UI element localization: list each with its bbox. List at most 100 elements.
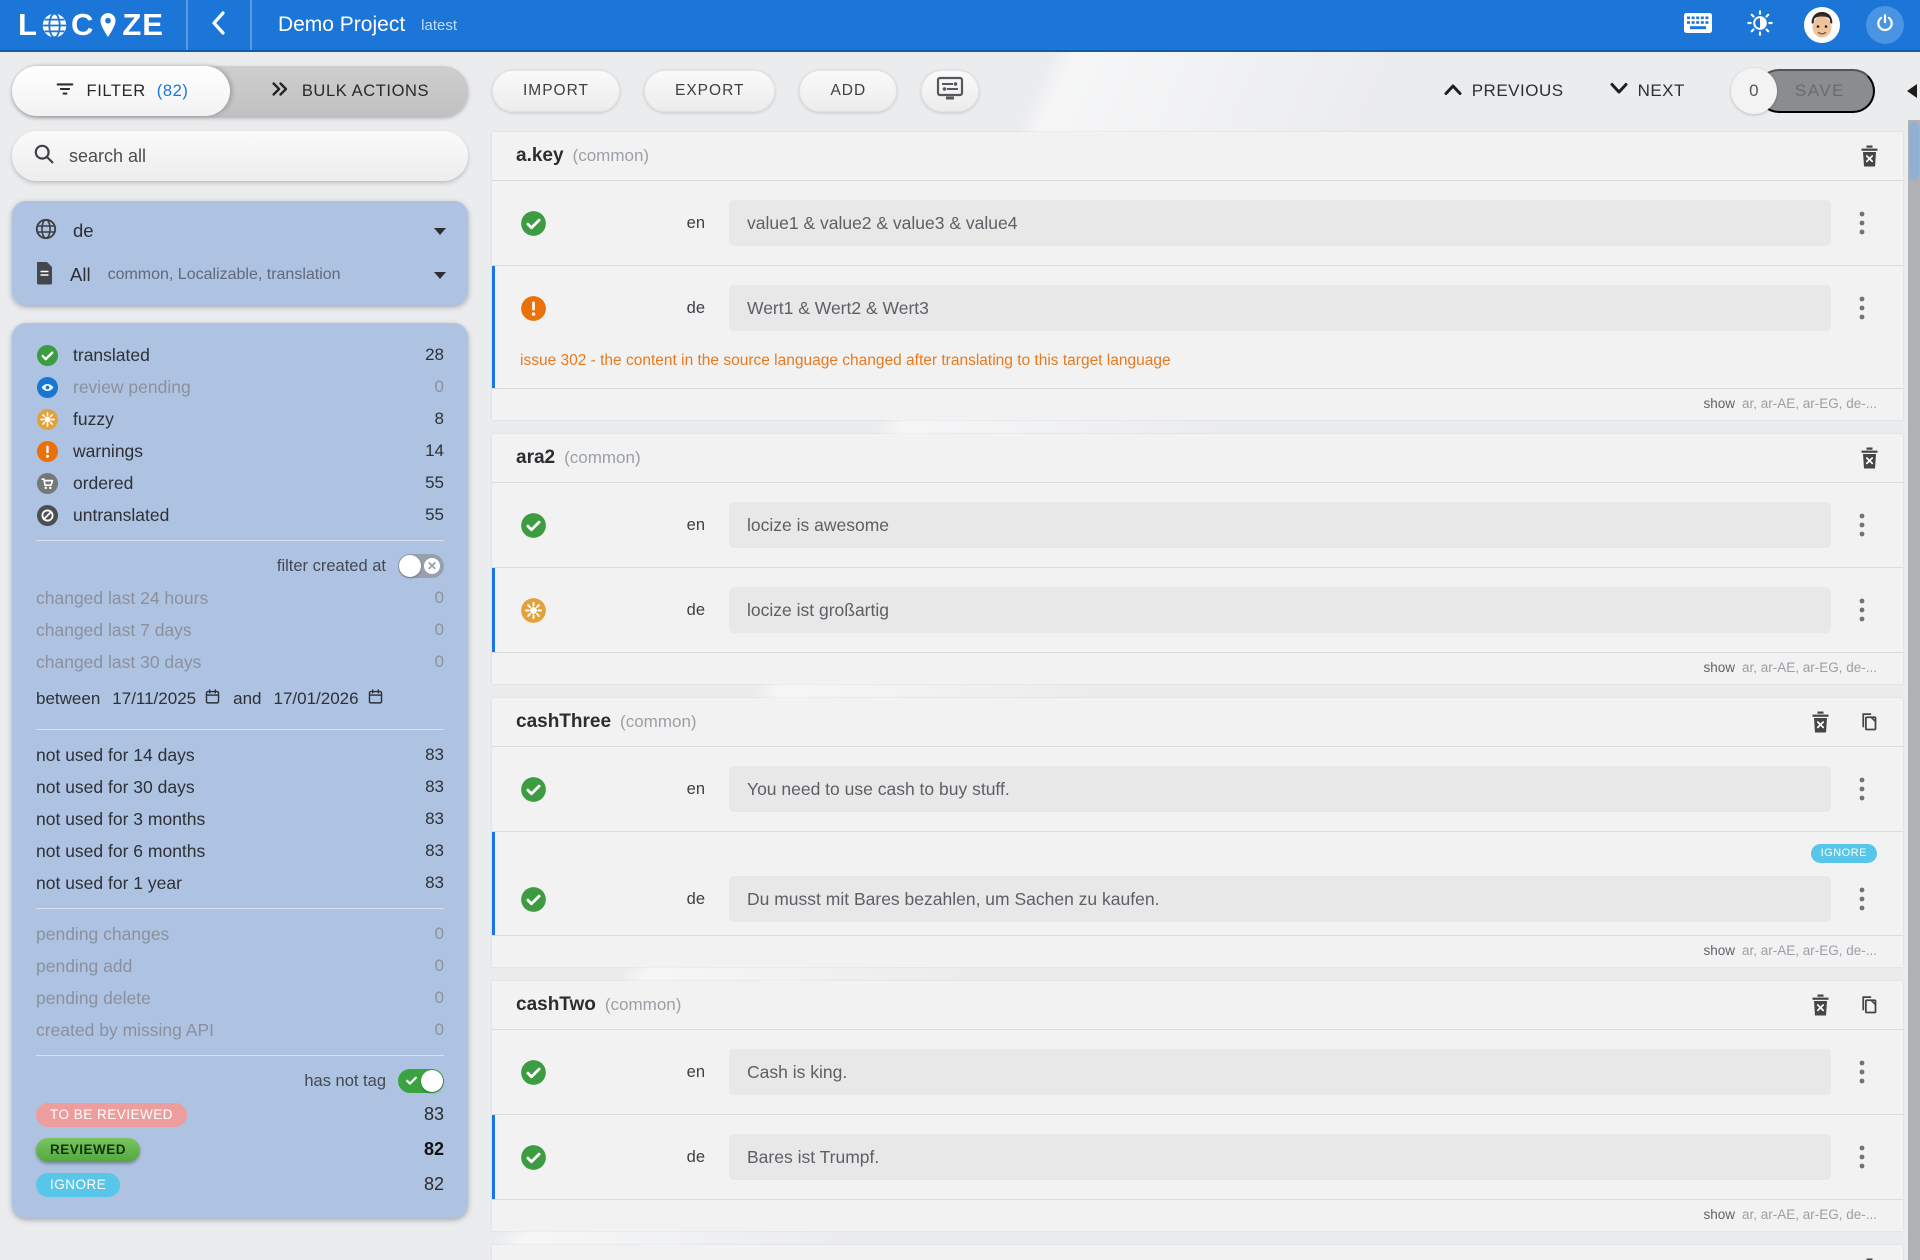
language-selector[interactable]: de [12,209,468,253]
namespace-selector[interactable]: All common, Localizable, translation [12,253,468,297]
delete-key-icon[interactable] [1811,711,1830,733]
ignore-tag[interactable]: IGNORE [1810,844,1877,863]
tag-reviewed-row: REVIEWED 82 [12,1132,468,1167]
filter-created-missing-api[interactable]: created by missing API 0 [12,1014,468,1046]
row-menu-button[interactable] [1841,876,1883,922]
project-version[interactable]: latest [421,16,458,34]
row-menu-button[interactable] [1841,1134,1883,1180]
filter-created-at-toggle[interactable]: ✕ [398,554,444,578]
translation-value-input[interactable]: locize is awesome [729,502,1831,548]
filter-count: 0 [434,1020,444,1039]
previous-button[interactable]: PREVIOUS [1444,81,1564,101]
next-button[interactable]: NEXT [1610,81,1685,101]
show-label[interactable]: show [1703,1207,1735,1222]
locize-logo[interactable]: L C ZE [0,0,186,50]
show-languages-list[interactable]: ar, ar-AE, ar-EG, de-... [1741,396,1877,411]
fuzzy-icon [36,408,59,431]
filter-translated[interactable]: translated 28 [12,339,468,371]
copy-key-icon[interactable] [1858,994,1879,1016]
filter-bulk-capsule: FILTER (82) BULK ACTIONS [12,66,468,116]
collapse-panel-arrow[interactable] [1907,84,1917,98]
delete-key-icon[interactable] [1811,994,1830,1016]
scrollbar-thumb[interactable] [1909,122,1919,180]
filter-count: 83 [425,777,444,796]
has-not-tag-toggle[interactable] [398,1069,444,1093]
date-to-field[interactable]: 17/01/2026 [273,688,383,710]
row-menu-button[interactable] [1841,766,1883,812]
row-menu-button[interactable] [1841,285,1883,331]
keyboard-icon [1683,12,1713,39]
filter-warnings[interactable]: warnings 14 [12,435,468,467]
tag-ignore[interactable]: IGNORE [36,1172,121,1197]
editor-settings-button[interactable] [921,70,980,112]
filter-not-used-6m[interactable]: not used for 6 months 83 [12,835,468,867]
delete-key-icon[interactable] [1860,1258,1879,1260]
date-from-field[interactable]: 17/11/2025 [112,688,221,710]
namespace-value: All [70,264,91,285]
content-scrollbar[interactable] [1908,120,1920,1260]
show-label[interactable]: show [1703,943,1735,958]
show-label[interactable]: show [1703,396,1735,411]
filter-ordered[interactable]: ordered 55 [12,467,468,499]
delete-key-icon[interactable] [1860,447,1879,469]
filter-label: FILTER [86,81,146,100]
search-icon [32,142,56,171]
translation-value-input[interactable]: Du musst mit Bares bezahlen, um Sachen z… [729,876,1831,922]
tag-reviewed[interactable]: REVIEWED [36,1137,141,1162]
power-icon [1874,12,1896,39]
filter-changed-7d[interactable]: changed last 7 days 0 [12,614,468,646]
ordered-cart-icon [36,472,59,495]
show-languages-list[interactable]: ar, ar-AE, ar-EG, de-... [1741,1207,1877,1222]
filters-panel: translated 28 review pending 0 fuzzy 8 w… [12,323,468,1218]
panel-divider [36,729,444,730]
search-input[interactable] [69,145,448,167]
translation-value-input[interactable]: You need to use cash to buy stuff. [729,766,1831,812]
translation-value-input[interactable]: Cash is king. [729,1049,1831,1095]
filter-not-used-14d[interactable]: not used for 14 days 83 [12,739,468,771]
show-languages-list[interactable]: ar, ar-AE, ar-EG, de-... [1741,943,1877,958]
filter-review-pending[interactable]: review pending 0 [12,371,468,403]
row-menu-button[interactable] [1841,1049,1883,1095]
key-name: cashThree [516,711,612,732]
tag-to-be-reviewed[interactable]: TO BE REVIEWED [36,1102,188,1127]
row-menu-button[interactable] [1841,502,1883,548]
filter-untranslated[interactable]: untranslated 55 [12,499,468,531]
bulk-actions-button[interactable]: BULK ACTIONS [230,66,468,116]
filter-label: ordered [73,472,134,493]
filter-changed-24h[interactable]: changed last 24 hours 0 [12,582,468,614]
translation-row-en: en locize is awesome [492,483,1903,567]
logout-button[interactable] [1866,6,1904,44]
delete-key-icon[interactable] [1860,145,1879,167]
topbar-separator [185,0,188,50]
theme-contrast-button[interactable] [1742,7,1778,43]
translation-value-input[interactable]: value1 & value2 & value3 & value4 [729,200,1831,246]
translation-value-input[interactable]: Wert1 & Wert2 & Wert3 [729,285,1831,331]
translation-value-input[interactable]: Bares ist Trumpf. [729,1134,1831,1180]
filter-fuzzy[interactable]: fuzzy 8 [12,403,468,435]
show-label[interactable]: show [1703,660,1735,675]
globe-logo-icon [41,12,68,39]
add-button[interactable]: ADD [799,70,898,112]
row-menu-button[interactable] [1841,587,1883,633]
user-avatar[interactable] [1804,7,1840,43]
filter-changed-30d[interactable]: changed last 30 days 0 [12,646,468,678]
filter-button[interactable]: FILTER (82) [12,66,230,116]
filter-not-used-30d[interactable]: not used for 30 days 83 [12,771,468,803]
filter-pending-changes[interactable]: pending changes 0 [12,918,468,950]
back-button[interactable] [188,0,250,50]
filter-pending-delete[interactable]: pending delete 0 [12,982,468,1014]
show-languages-list[interactable]: ar, ar-AE, ar-EG, de-... [1741,660,1877,675]
keyboard-shortcuts-button[interactable] [1680,7,1716,43]
filter-not-used-1y[interactable]: not used for 1 year 83 [12,867,468,899]
import-button[interactable]: IMPORT [492,70,620,112]
row-menu-button[interactable] [1841,200,1883,246]
copy-key-icon[interactable] [1858,711,1879,733]
filter-pending-add[interactable]: pending add 0 [12,950,468,982]
filter-count: (82) [156,81,189,100]
filter-label: pending delete [36,987,151,1008]
filter-label: not used for 3 months [36,808,206,829]
filter-not-used-3m[interactable]: not used for 3 months 83 [12,803,468,835]
translation-value-input[interactable]: locize ist großartig [729,587,1831,633]
bulk-actions-label: BULK ACTIONS [301,81,430,100]
export-button[interactable]: EXPORT [644,70,776,112]
